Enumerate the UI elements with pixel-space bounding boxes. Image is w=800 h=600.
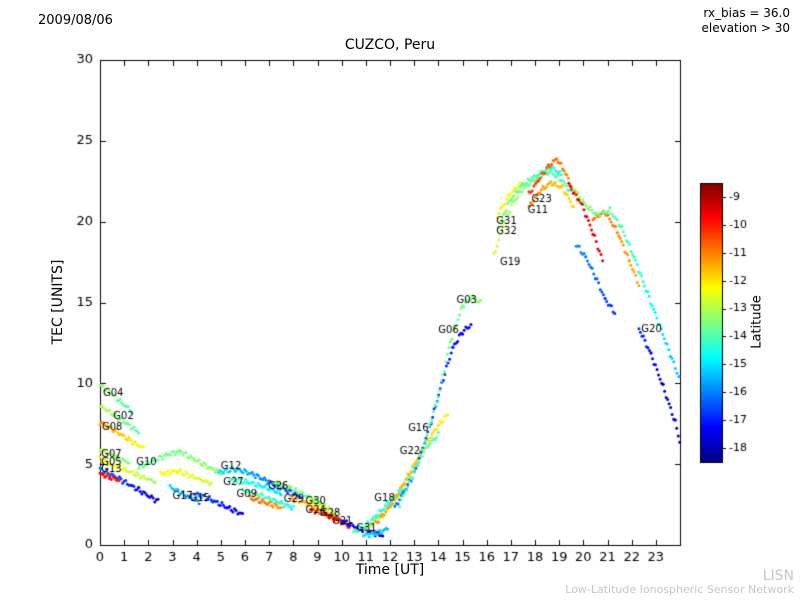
rx-bias-label: rx_bias = 36.0 <box>703 6 790 20</box>
elevation-label: elevation > 30 <box>701 21 791 35</box>
lisn-watermark: LISN Low-Latitude Ionospheric Sensor Net… <box>565 568 794 597</box>
receiver-meta: rx_bias = 36.0 elevation > 30 <box>702 6 791 36</box>
date-label: 2009/08/06 <box>38 13 113 28</box>
y-axis-label: TEC [UNITS] <box>50 259 66 345</box>
x-axis-label: Time [UT] <box>355 562 425 578</box>
colorbar-label: Latitude <box>749 295 765 349</box>
plot-title: CUZCO, Peru <box>344 37 436 53</box>
watermark-fullname: Low-Latitude Ionospheric Sensor Network <box>565 583 794 597</box>
watermark-acronym: LISN <box>762 568 794 585</box>
